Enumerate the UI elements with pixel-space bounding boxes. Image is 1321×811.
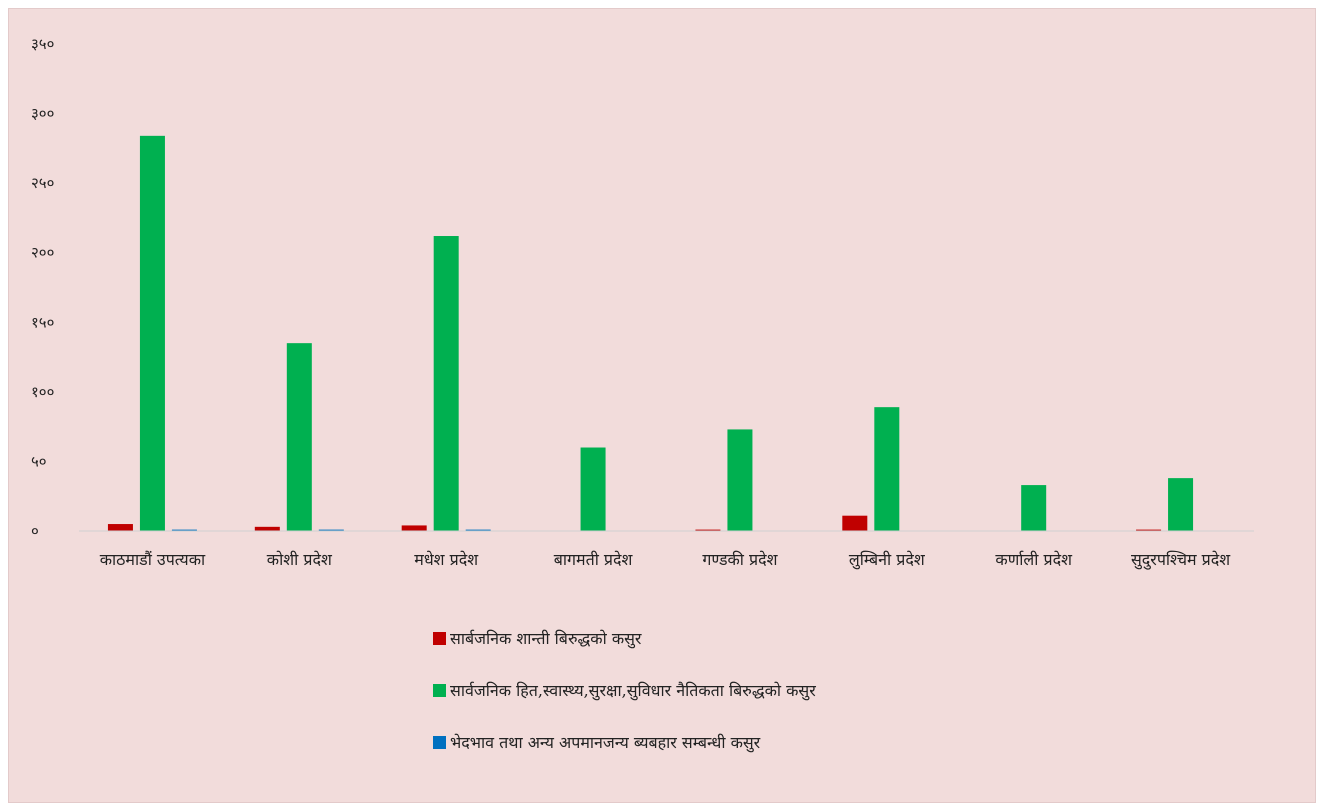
legend-label: भेदभाव तथा अन्य अपमानजन्य ब्यबहार सम्बन्… (450, 733, 761, 752)
bar-0-0 (107, 524, 133, 531)
x-category-label: बागमती प्रदेश (554, 550, 634, 569)
y-tick-label: २०० (31, 244, 54, 262)
x-category-label: गण्डकी प्रदेश (702, 550, 778, 569)
y-tick-label: ५० (31, 452, 47, 470)
bar-2-1 (433, 236, 459, 531)
x-category-label: कर्णाली प्रदेश (995, 550, 1073, 569)
bar-2-0 (401, 525, 427, 531)
x-category-label: सुदुरपश्चिम प्रदेश (1131, 550, 1231, 570)
bar-0-2 (171, 529, 197, 531)
bar-7-1 (1168, 478, 1194, 531)
legend-swatch (433, 631, 446, 645)
y-tick-label: ३०० (31, 105, 54, 123)
bar-2-2 (465, 529, 491, 531)
y-axis-ticks: ० ५० १०० १५० २०० २५० ३०० ३५० (31, 35, 54, 540)
bar-5-0 (842, 515, 868, 531)
x-category-label: काठमाडौं उपत्यका (100, 550, 206, 569)
legend-swatch (433, 683, 446, 697)
bar-4-1 (727, 429, 753, 531)
legend-item: भेदभाव तथा अन्य अपमानजन्य ब्यबहार सम्बन्… (433, 731, 760, 753)
y-tick-label: ० (31, 522, 39, 540)
bar-1-2 (318, 529, 344, 531)
bars-group (107, 135, 1194, 531)
bar-chart: ० ५० १०० १५० २०० २५० ३०० ३५० काठमाडौं उपत्यका को… (31, 35, 1254, 570)
bar-1-0 (254, 526, 280, 531)
x-category-label: मधेश प्रदेश (414, 550, 479, 569)
legend-label: सार्बजनिक शान्ती बिरुद्धको कसुर (450, 629, 642, 648)
y-tick-label: १५० (31, 313, 54, 331)
bar-3-1 (580, 447, 606, 531)
bar-6-1 (1021, 485, 1047, 531)
y-tick-label: २५० (31, 174, 54, 192)
legend-swatch (433, 735, 446, 749)
legend-label: सार्वजनिक हित,स्वास्थ्य,सुरक्षा,सुविधार … (450, 681, 816, 700)
bar-4-0 (695, 529, 721, 531)
y-tick-label: १०० (31, 383, 54, 401)
legend-item: सार्बजनिक शान्ती बिरुद्धको कसुर (433, 627, 641, 649)
x-category-label: कोशी प्रदेश (267, 550, 333, 569)
bar-7-0 (1136, 529, 1162, 531)
x-axis-labels: काठमाडौं उपत्यका कोशी प्रदेश मधेश प्रदेश बा… (100, 550, 1232, 570)
bar-5-1 (874, 407, 900, 531)
legend-item: सार्वजनिक हित,स्वास्थ्य,सुरक्षा,सुविधार … (433, 679, 816, 701)
x-category-label: लुम्बिनी प्रदेश (849, 550, 926, 570)
y-tick-label: ३५० (31, 35, 54, 53)
bar-0-1 (139, 135, 165, 531)
chart-area: ० ५० १०० १५० २०० २५० ३०० ३५० काठमाडौं उपत्यका को… (8, 8, 1316, 803)
bar-1-1 (286, 343, 312, 531)
